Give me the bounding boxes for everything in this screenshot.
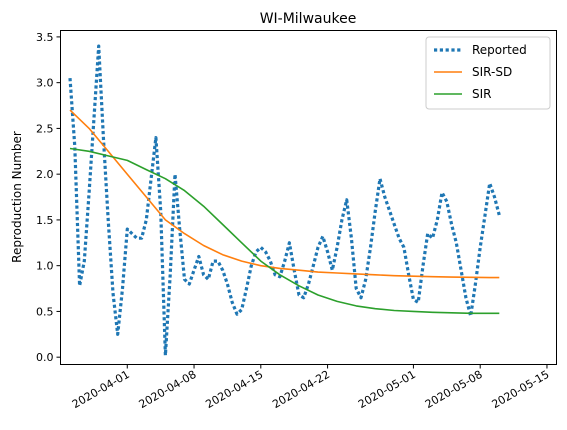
x-axis: 2020-04-01 2020-04-08 2020-04-15 2020-04-22… <box>70 364 552 411</box>
x-tick-label: 2020-05-01 <box>356 368 418 411</box>
plot-area <box>60 30 557 365</box>
y-tick-label: 0.0 <box>36 351 54 364</box>
y-tick-label: 2.0 <box>36 168 54 181</box>
series-line-sir <box>69 147 500 315</box>
y-tick-label: 0.5 <box>36 305 54 318</box>
y-tick-label: 3.0 <box>36 77 54 90</box>
y-tick-label: 2.5 <box>36 122 54 135</box>
x-tick-label: 2020-04-15 <box>203 368 265 411</box>
x-tick-label: 2020-05-08 <box>423 368 485 411</box>
x-tick-label: 2020-04-01 <box>70 368 132 411</box>
series-line-sir-sd <box>69 109 500 279</box>
x-tick-label: 2020-05-15 <box>490 368 552 411</box>
y-tick-label: 3.5 <box>36 31 54 44</box>
y-axis-label: Reproduction Number <box>10 131 24 263</box>
series-line-reported <box>68 44 501 357</box>
y-axis: 0.0 0.5 1.0 1.5 2.0 2.5 3.0 3.5 <box>36 31 61 364</box>
legend-label-sir-sd: SIR-SD <box>472 65 512 79</box>
y-tick-label: 1.0 <box>36 260 54 273</box>
legend-box <box>425 36 551 110</box>
y-tick-label: 1.5 <box>36 214 54 227</box>
series-layer <box>68 44 501 357</box>
legend: Reported SIR-SD SIR <box>425 36 551 110</box>
plot-frame <box>60 30 557 365</box>
legend-label-reported: Reported <box>472 43 527 57</box>
x-tick-label: 2020-04-08 <box>137 368 199 411</box>
legend-label-sir: SIR <box>472 87 492 101</box>
x-tick-label: 2020-04-22 <box>270 368 332 411</box>
chart-title: WI-Milwaukee <box>260 11 357 27</box>
